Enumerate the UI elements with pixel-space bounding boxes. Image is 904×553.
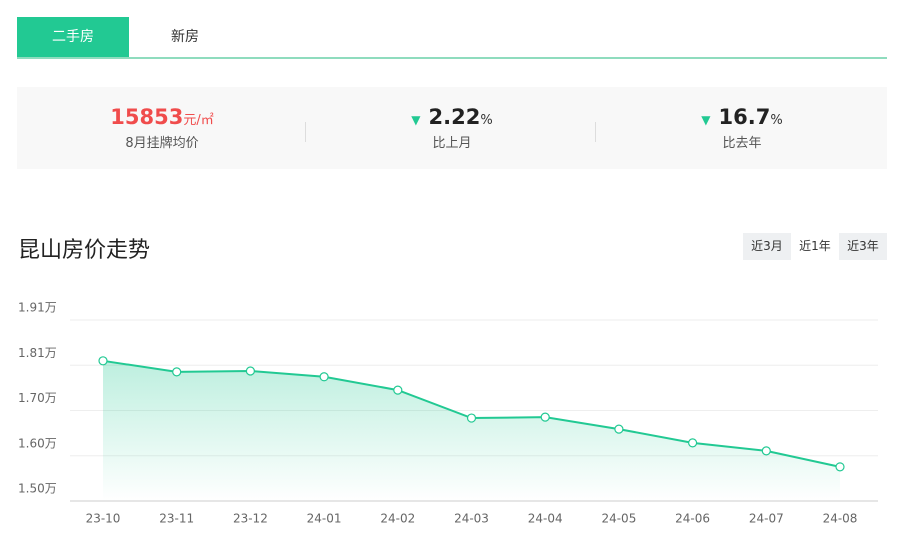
stat-value: 16.7	[718, 105, 771, 129]
stat-unit: %	[770, 113, 783, 128]
chart-title: 昆山房价走势	[18, 238, 151, 263]
stat-value: 2.22	[428, 105, 481, 129]
x-tick-label: 24-04	[528, 512, 563, 526]
range-button[interactable]: 近1年	[791, 233, 839, 260]
point	[835, 462, 845, 472]
range-buttons: 近3月 近1年 近3年	[743, 233, 887, 260]
x-tick-label: 23-11	[159, 512, 194, 526]
point	[540, 412, 550, 422]
separator	[595, 122, 596, 142]
down-arrow: ▼	[701, 113, 711, 127]
stat-unit: %	[480, 113, 493, 128]
x-tick-label: 24-03	[454, 512, 489, 526]
stat-unit: 元/㎡	[183, 113, 214, 128]
x-tick-label: 24-08	[823, 512, 858, 526]
x-tick-label: 23-10	[86, 512, 121, 526]
separator	[305, 122, 306, 142]
x-tick-label: 23-12	[233, 512, 268, 526]
range-button[interactable]: 近3月	[743, 233, 791, 260]
point	[172, 367, 182, 377]
y-tick-label: 1.60万	[18, 436, 57, 450]
tab[interactable]: 新房	[171, 29, 199, 45]
point	[687, 438, 698, 448]
stat-label: 比上月	[432, 136, 472, 151]
stat-label: 8月挂牌均价	[125, 136, 199, 151]
y-tick-label: 1.50万	[18, 482, 57, 496]
point	[466, 413, 477, 423]
x-tick-label: 24-05	[601, 512, 636, 526]
tabs: 二手房 新房	[17, 17, 887, 59]
stats-panel: 15853元/㎡ 8月挂牌均价 ▼ 2.22% 比上月 ▼ 16.7% 比去年	[17, 87, 887, 169]
x-tick-label: 24-01	[307, 512, 342, 526]
point	[393, 385, 403, 395]
range-button[interactable]: 近3年	[839, 233, 887, 260]
tab[interactable]: 二手房	[17, 17, 129, 57]
point	[245, 366, 255, 376]
x-tick-label: 24-02	[380, 512, 415, 526]
x-tick-label: 24-07	[749, 512, 784, 526]
area	[103, 360, 840, 501]
y-tick-label: 1.70万	[18, 391, 57, 405]
y-tick-label: 1.81万	[18, 346, 57, 360]
y-tick-label: 1.91万	[18, 301, 57, 315]
point	[319, 372, 329, 382]
stat-value: 15853	[110, 105, 184, 129]
point	[98, 356, 108, 366]
down-arrow: ▼	[411, 113, 421, 127]
x-tick-label: 24-06	[675, 512, 710, 526]
point	[761, 446, 771, 456]
point	[614, 424, 624, 434]
stat-label: 比去年	[722, 136, 762, 151]
